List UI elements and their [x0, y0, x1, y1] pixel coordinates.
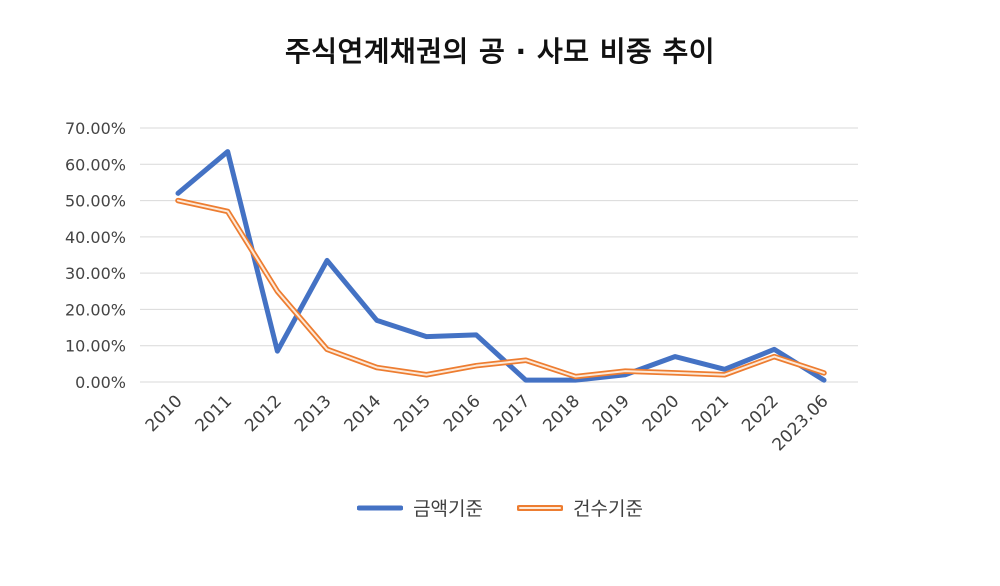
x-axis-tick-label: 2017: [490, 391, 535, 436]
x-axis-tick-label: 2012: [241, 391, 286, 436]
y-axis-tick-label: 70.00%: [65, 119, 126, 138]
x-axis-tick-label: 2018: [539, 391, 584, 436]
legend: 금액기준 건수기준: [0, 494, 1000, 521]
x-axis-tick-label: 2021: [688, 391, 733, 436]
y-axis-tick-label: 10.00%: [65, 337, 126, 356]
legend-item-count: 건수기준: [517, 494, 643, 521]
legend-line-amount-icon: [357, 505, 404, 510]
x-axis-tick-label: 2022: [738, 391, 783, 436]
x-axis-tick-label: 2020: [639, 391, 684, 436]
y-axis-tick-label: 30.00%: [65, 264, 126, 283]
legend-line-count-icon: [517, 504, 563, 511]
series-line-count-highlight: [177, 199, 825, 378]
series-line-amount: [175, 149, 827, 383]
y-axis-tick-label: 60.00%: [65, 155, 126, 174]
line-chart-plot-area: 0.00% 10.00% 20.00% 30.00% 40.00% 50.00% 60.00…: [65, 119, 858, 455]
x-axis-tick-label: 2014: [341, 391, 386, 436]
x-axis-tick-label: 2015: [390, 391, 435, 436]
x-axis-tick-label: 2010: [142, 391, 187, 436]
chart-title: 주식연계채권의 공 · 사모 비중 추이: [284, 35, 716, 68]
legend-label-count: 건수기준: [573, 498, 643, 520]
x-axis-tick-label: 2019: [589, 391, 634, 436]
legend-label-amount: 금액기준: [413, 498, 483, 520]
y-axis-tick-label: 50.00%: [65, 192, 126, 211]
y-axis-tick-label: 40.00%: [65, 228, 126, 247]
x-axis-tick-label: 2011: [191, 391, 236, 436]
y-axis-tick-label: 20.00%: [65, 300, 126, 319]
x-axis-tick-label: 2016: [440, 391, 485, 436]
y-axis-tick-label: 0.00%: [75, 373, 126, 392]
x-axis-tick-label: 2013: [291, 391, 336, 436]
legend-item-amount: 금액기준: [357, 494, 483, 521]
